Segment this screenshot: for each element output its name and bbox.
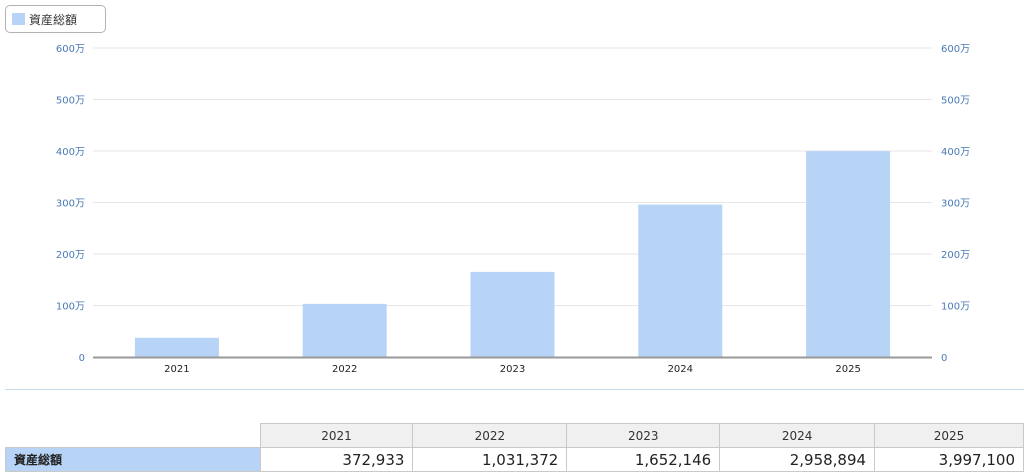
y-tick-label-left: 100万	[56, 302, 85, 313]
x-tick-label: 2021	[164, 364, 189, 375]
data-table: 2021 2022 2023 2024 2025 資産総額 372,933 1,…	[5, 423, 1024, 472]
x-tick-label: 2024	[668, 364, 693, 375]
y-tick-label-left: 500万	[56, 96, 85, 107]
bars	[134, 151, 891, 357]
y-tick-label-right: 0	[941, 353, 947, 364]
table-cell-2025: 3,997,100	[874, 447, 1024, 472]
bar-2023[interactable]	[470, 271, 555, 357]
legend-label: 資産総額	[29, 12, 78, 27]
y-tick-label-right: 600万	[941, 44, 970, 55]
divider	[5, 389, 1024, 390]
table-cell-2024: 2,958,894	[719, 447, 876, 472]
table-cell-2022: 1,031,372	[412, 447, 568, 472]
bar-2022[interactable]	[302, 303, 387, 357]
table-row: 資産総額 372,933 1,031,372 1,652,146 2,958,8…	[5, 447, 1024, 472]
table-header-2025: 2025	[874, 423, 1024, 448]
table-header-2023: 2023	[566, 423, 721, 448]
x-tick-label: 2025	[835, 364, 860, 375]
axes: 0 0 100万 100万 200万 200万 300万 300万 400万 400万 500万 50…	[56, 44, 970, 375]
y-tick-label-left: 200万	[56, 250, 85, 261]
y-tick-label-right: 200万	[941, 250, 970, 261]
legend[interactable]: 資産総額	[5, 5, 106, 33]
grid-lines	[93, 47, 932, 306]
legend-swatch	[12, 13, 25, 25]
bar-2024[interactable]	[638, 204, 723, 357]
y-tick-label-left: 0	[79, 353, 85, 364]
table-cell-2023: 1,652,146	[566, 447, 721, 472]
y-tick-label-right: 500万	[941, 96, 970, 107]
y-tick-label-left: 600万	[56, 44, 85, 55]
x-tick-label: 2023	[500, 364, 525, 375]
bar-chart: 0 0 100万 100万 200万 200万 300万 300万 400万 400万 500万 50…	[56, 44, 970, 375]
table-header-2024: 2024	[719, 423, 876, 448]
y-tick-label-right: 300万	[941, 199, 970, 210]
bar-2021[interactable]	[134, 337, 219, 357]
y-tick-label-left: 400万	[56, 147, 85, 158]
table-corner	[5, 423, 261, 448]
table-header-2021: 2021	[259, 423, 414, 448]
y-tick-label-right: 400万	[941, 147, 970, 158]
table-row-label: 資産総額	[5, 447, 261, 472]
table-cell-2021: 372,933	[259, 447, 414, 472]
bar-2025[interactable]	[806, 151, 891, 357]
table-header-row: 2021 2022 2023 2024 2025	[5, 423, 1024, 448]
table-header-2022: 2022	[412, 423, 568, 448]
y-tick-label-left: 300万	[56, 199, 85, 210]
y-tick-label-right: 100万	[941, 302, 970, 313]
x-tick-label: 2022	[332, 364, 357, 375]
